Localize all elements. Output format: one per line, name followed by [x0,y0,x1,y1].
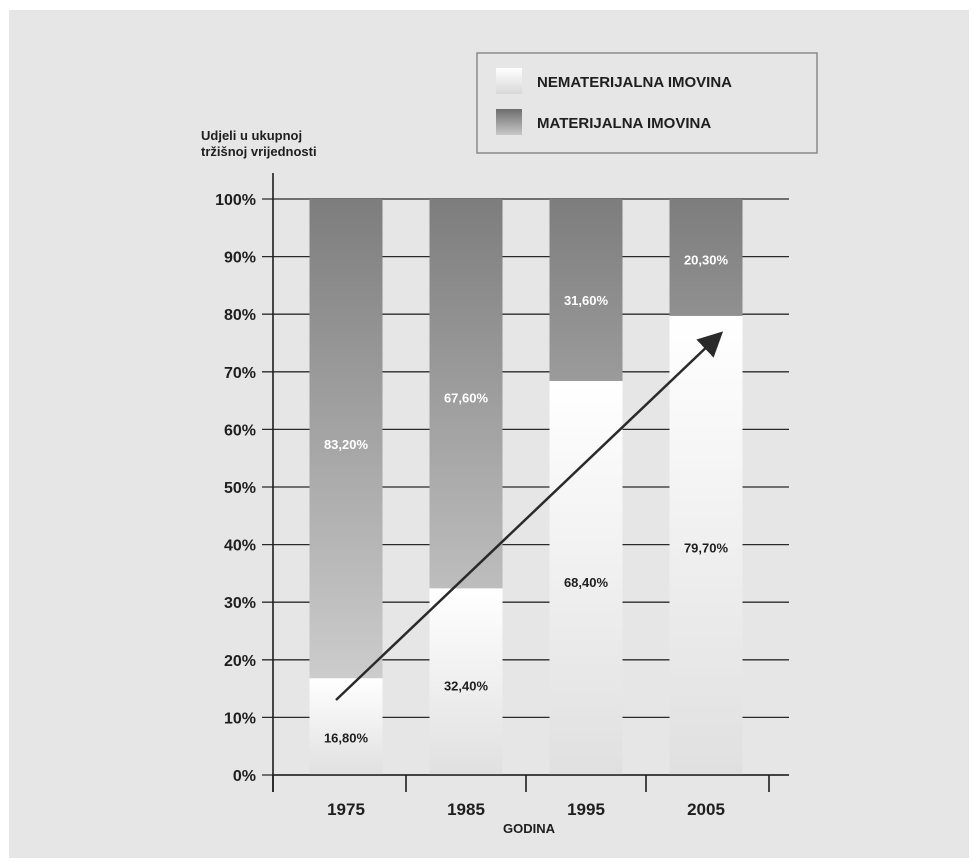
y-tick-label: 70% [224,365,256,382]
legend-label-tangible: MATERIJALNA IMOVINA [537,115,711,132]
x-axis-title: GODINA [503,821,556,836]
data-label-intangible: 68,40% [564,575,609,590]
y-tick-label: 100% [215,192,256,209]
data-label-intangible: 79,70% [684,540,729,555]
legend-label-intangible: NEMATERIJALNA IMOVINA [537,74,732,91]
data-labels: 16,80% 83,20% 32,40% 67,60% 68,40% 31,60% 79,7… [324,252,729,745]
x-tick-label: 2005 [687,800,725,819]
x-tick-label: 1975 [327,800,365,819]
y-tick-label: 60% [224,422,256,439]
y-tick-label: 30% [224,595,256,612]
data-label-intangible: 32,40% [444,679,489,694]
x-tick-label: 1985 [447,800,485,819]
bars [309,199,743,775]
y-axis-title-line-2: tržišnoj vrijednosti [201,144,317,159]
data-label-tangible: 31,60% [564,293,609,308]
bar-segment-intangible [669,315,743,775]
legend-box [476,52,818,154]
y-tick-label: 20% [224,653,256,670]
y-tick-label: 50% [224,480,256,497]
bar-segment-intangible [429,588,503,775]
chart-panel: NEMATERIJALNA IMOVINA MATERIJALNA IMOVIN… [9,10,969,858]
bar-segment-intangible [549,381,623,775]
x-tick-label: 1995 [567,800,605,819]
data-label-tangible: 67,60% [444,391,489,406]
y-axis-title-line-1: Udjeli u ukupnoj [201,128,302,143]
y-tick-label: 40% [224,538,256,555]
y-tick-label: 0% [233,768,256,785]
y-axis-title: Udjeli u ukupnoj tržišnoj vrijednosti [201,128,317,159]
data-label-tangible: 20,30% [684,252,729,267]
data-label-intangible: 16,80% [324,731,369,746]
y-tick-label: 90% [224,250,256,267]
legend: NEMATERIJALNA IMOVINA MATERIJALNA IMOVIN… [476,52,818,154]
trend-arrow [335,331,724,701]
data-label-tangible: 83,20% [324,437,369,452]
legend-swatch-tangible [496,109,522,135]
bar-segment-intangible [309,678,383,775]
legend-swatch-intangible [496,68,522,94]
y-tick-label: 10% [224,710,256,727]
y-tick-label: 80% [224,307,256,324]
stacked-bar-chart: NEMATERIJALNA IMOVINA MATERIJALNA IMOVIN… [201,52,818,836]
axes: 0% 10% 20% 30% 40% 50% 60% 70% 80% 90% 100% 1975 198… [215,173,789,819]
